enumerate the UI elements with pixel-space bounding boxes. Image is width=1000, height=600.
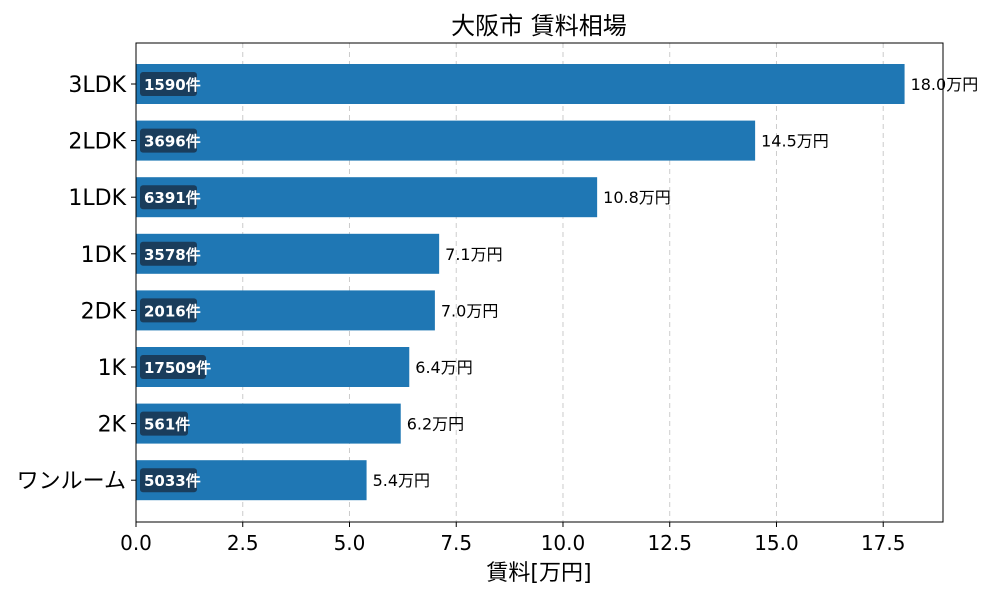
x-tick-label: 15.0	[754, 531, 799, 555]
count-badge	[140, 411, 188, 436]
bars: 18.0万円 1590件 14.5万円 3696件 10.8万円 6391件 7.1万円 35…	[136, 64, 979, 501]
value-label: 6.2万円	[407, 415, 464, 434]
x-tick-label: 12.5	[647, 531, 692, 555]
x-tick-label: 17.5	[861, 531, 906, 555]
count-label: 17509件	[144, 359, 211, 377]
category-label: 2K	[98, 413, 127, 438]
count-badge	[140, 185, 197, 210]
category-label: 2LDK	[68, 130, 126, 155]
count-badge	[140, 468, 197, 493]
x-axis-ticks: 0.0 2.5 5.0 7.5 10.0 12.5 15.0 17.5	[120, 522, 905, 555]
count-badge	[140, 128, 197, 153]
bar	[136, 120, 756, 161]
x-axis-label: 賃料[万円]	[486, 561, 591, 586]
value-label: 5.4万円	[373, 471, 430, 490]
value-label: 18.0万円	[911, 75, 979, 94]
category-label: 1K	[98, 356, 127, 381]
category-label: 2DK	[81, 299, 127, 324]
category-label: 1LDK	[68, 186, 126, 211]
bar	[136, 177, 598, 218]
x-tick-label: 0.0	[120, 531, 152, 555]
bar	[136, 64, 905, 104]
count-badge	[140, 241, 197, 266]
category-label: 3LDK	[68, 73, 126, 98]
count-label: 1590件	[144, 76, 201, 94]
x-tick-label: 10.0	[541, 531, 586, 555]
value-label: 7.0万円	[441, 301, 498, 320]
count-label: 561件	[144, 416, 190, 434]
grid-lines	[242, 43, 884, 522]
x-tick-label: 5.0	[334, 531, 366, 555]
value-label: 7.1万円	[445, 245, 502, 264]
value-label: 6.4万円	[415, 358, 472, 377]
count-label: 5033件	[144, 472, 201, 490]
count-label: 6391件	[144, 189, 201, 207]
chart-title: 大阪市 賃料相場	[451, 12, 627, 40]
category-label: 1DK	[81, 243, 127, 268]
count-label: 2016件	[144, 302, 201, 320]
count-badge	[140, 298, 197, 323]
count-label: 3578件	[144, 246, 201, 264]
category-label: ワンルーム	[17, 469, 126, 494]
plot-frame	[135, 42, 944, 523]
y-axis-categories: 3LDK 2LDK 1LDK 1DK 2DK 1K 2K ワンルーム	[17, 73, 136, 494]
value-label: 14.5万円	[761, 132, 829, 151]
count-badge	[140, 72, 197, 96]
count-label: 3696件	[144, 133, 201, 151]
count-badge	[140, 355, 206, 379]
x-tick-label: 7.5	[440, 531, 472, 555]
x-tick-label: 2.5	[227, 531, 259, 555]
value-label: 10.8万円	[603, 188, 671, 207]
